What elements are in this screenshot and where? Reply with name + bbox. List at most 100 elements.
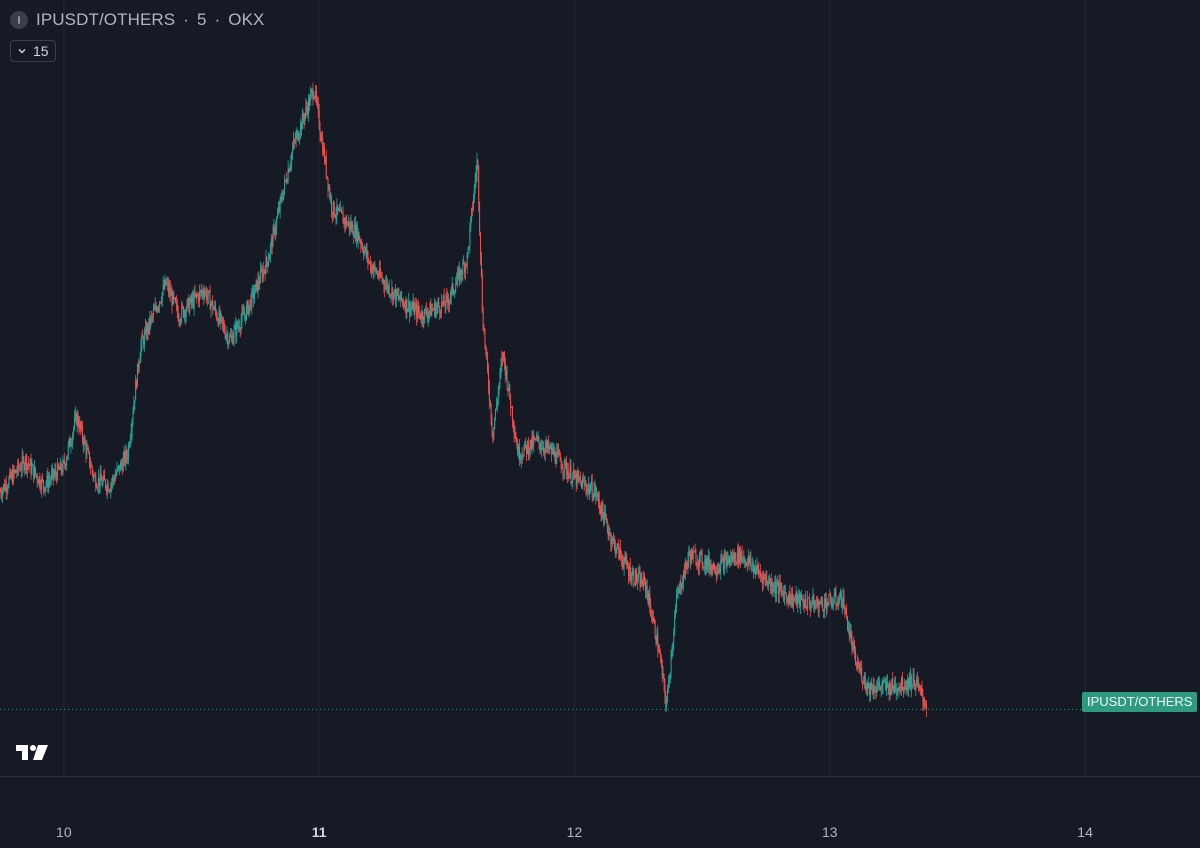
- candle: [101, 475, 103, 486]
- tradingview-logo-icon[interactable]: [16, 743, 52, 761]
- candle: [307, 102, 309, 118]
- candle: [642, 579, 644, 588]
- candle: [425, 305, 427, 315]
- candle: [132, 406, 134, 427]
- candle: [431, 303, 433, 317]
- legend-separator: ·: [214, 10, 221, 29]
- candle: [472, 193, 474, 212]
- candle: [470, 215, 472, 232]
- candle: [277, 201, 279, 216]
- candle: [864, 671, 866, 691]
- candle: [383, 278, 385, 293]
- candle: [149, 310, 151, 336]
- candle: [552, 442, 554, 456]
- candle: [114, 468, 116, 483]
- candle: [585, 480, 587, 497]
- candle: [355, 221, 357, 248]
- interval-selector[interactable]: 15: [10, 40, 56, 62]
- candle: [776, 578, 778, 602]
- candle: [546, 438, 548, 453]
- candle: [503, 351, 505, 371]
- candle: [146, 322, 148, 341]
- candle: [528, 447, 530, 461]
- candle: [492, 430, 494, 444]
- candle: [446, 287, 448, 303]
- candle: [911, 684, 913, 690]
- candle: [629, 557, 631, 584]
- candle: [113, 473, 115, 485]
- grid-lines: [63, 0, 1086, 776]
- candle: [401, 298, 403, 307]
- candle: [53, 468, 55, 481]
- candle: [732, 551, 734, 563]
- candle: [311, 88, 313, 98]
- candle: [315, 85, 317, 106]
- candle: [520, 453, 522, 469]
- candle: [845, 607, 847, 615]
- candle: [589, 482, 591, 494]
- candle: [479, 201, 481, 236]
- candle: [879, 685, 881, 692]
- candle: [358, 231, 360, 241]
- candle: [722, 554, 724, 563]
- candle: [38, 476, 40, 488]
- candle: [123, 445, 125, 467]
- candle: [62, 455, 64, 476]
- candle: [184, 309, 186, 326]
- candle: [300, 118, 302, 140]
- candle: [610, 531, 612, 552]
- candle: [148, 318, 150, 335]
- candle: [634, 582, 636, 586]
- candle: [50, 475, 52, 487]
- candle: [691, 548, 693, 560]
- candle: [435, 301, 437, 319]
- candle: [181, 300, 183, 324]
- candle: [326, 175, 328, 180]
- candle: [625, 551, 627, 565]
- candle: [416, 298, 418, 326]
- candle: [268, 251, 270, 268]
- candle: [506, 365, 508, 391]
- candle: [369, 260, 371, 265]
- candle: [871, 683, 873, 695]
- candle: [64, 453, 66, 470]
- candle: [359, 235, 361, 244]
- candle: [745, 559, 747, 569]
- candle: [774, 576, 776, 598]
- candle: [910, 673, 912, 698]
- candle: [269, 253, 271, 261]
- candle: [651, 609, 653, 623]
- candle: [144, 318, 146, 335]
- candle: [704, 554, 706, 575]
- candle: [370, 260, 372, 278]
- candle: [31, 458, 33, 476]
- candle: [491, 414, 493, 438]
- candle: [823, 593, 825, 619]
- candle: [108, 489, 110, 495]
- candle: [135, 374, 137, 401]
- candle: [921, 680, 923, 697]
- candle: [332, 200, 334, 221]
- candle: [902, 686, 904, 698]
- candle: [856, 653, 858, 672]
- candle: [869, 683, 871, 703]
- candle: [92, 469, 94, 482]
- candle: [176, 299, 178, 319]
- candle: [693, 550, 695, 553]
- candle: [586, 484, 588, 496]
- candle: [26, 453, 28, 475]
- candle: [925, 700, 927, 717]
- candle: [205, 288, 207, 297]
- candle: [314, 95, 316, 100]
- candle: [538, 435, 540, 450]
- candle: [867, 682, 869, 696]
- candle: [825, 592, 827, 618]
- symbol-name[interactable]: IPUSDT/OTHERS: [36, 10, 176, 29]
- candle: [436, 302, 438, 315]
- candle: [461, 269, 463, 284]
- candle: [485, 344, 487, 357]
- candle: [733, 548, 735, 566]
- candle: [386, 278, 388, 295]
